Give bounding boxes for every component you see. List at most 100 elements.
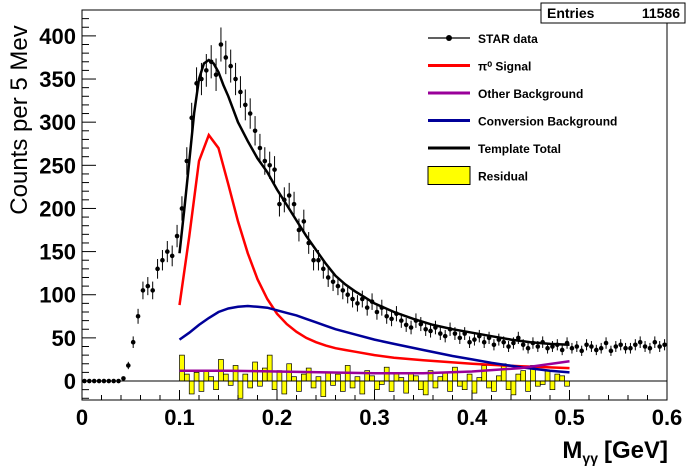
residual-bar (422, 380, 429, 396)
data-point (233, 76, 238, 82)
data-point (457, 335, 463, 341)
residual-bar (374, 380, 380, 390)
y-tick-label: 400 (39, 24, 76, 49)
legend-marker (446, 35, 452, 41)
residual-bar (320, 380, 327, 397)
residual-bar (354, 376, 361, 382)
data-point (208, 59, 214, 65)
residual-bar (452, 366, 458, 382)
residual-bar (461, 380, 468, 390)
residual-bar (184, 373, 190, 382)
residual-bar (266, 354, 273, 382)
data-point (96, 378, 102, 384)
data-point (633, 342, 638, 348)
data-point (516, 335, 521, 341)
data-point (428, 328, 433, 334)
residual-bar (369, 375, 375, 382)
data-point (652, 339, 658, 345)
residual-bar (301, 373, 307, 382)
residual-bar (232, 365, 239, 382)
data-point (360, 296, 365, 302)
residual-bar (349, 380, 356, 389)
residual-bar (271, 380, 278, 390)
residual-bar (539, 380, 546, 385)
data-point (111, 378, 116, 384)
data-point (608, 348, 614, 354)
residual-bar (203, 370, 210, 382)
data-point (252, 128, 258, 134)
data-point (657, 344, 662, 349)
x-tick-label: 0.5 (554, 405, 585, 430)
residual-bar (525, 380, 531, 392)
y-tick-label: 250 (39, 153, 76, 178)
legend-item: Template Total (428, 142, 561, 156)
data-point (550, 344, 555, 349)
data-point (481, 339, 487, 345)
residual-bar (237, 380, 244, 399)
data-point (130, 339, 136, 345)
residual-bar (535, 380, 541, 387)
data-point (247, 111, 253, 116)
residual-bar (491, 380, 497, 392)
data-point (384, 314, 389, 319)
data-point (257, 145, 263, 151)
residual-bar (296, 380, 302, 392)
data-point (311, 257, 316, 263)
residual-bar (305, 367, 312, 382)
residual-bar (242, 373, 249, 382)
legend-label: STAR data (478, 32, 538, 46)
legend-label: π⁰ Signal (478, 60, 531, 74)
data-point (642, 344, 648, 349)
residual-bar (330, 380, 336, 386)
series-line--signal (178, 132, 570, 370)
data-point (174, 233, 180, 239)
x-axis-title-subscript: γγ (582, 450, 598, 466)
data-point (228, 63, 233, 69)
data-point (418, 321, 424, 327)
residual-bar (418, 380, 424, 390)
data-point (491, 342, 497, 348)
data-point (140, 288, 146, 293)
residual-bar (549, 380, 556, 390)
data-point (296, 227, 302, 233)
data-point (145, 283, 151, 289)
data-point (199, 76, 204, 82)
data-point (559, 347, 565, 353)
residual-bar (291, 376, 297, 382)
x-tick-label: 0 (76, 405, 88, 430)
legend-item: Other Background (428, 87, 583, 101)
residual-bar (559, 375, 565, 382)
data-point (598, 345, 604, 351)
legend: STAR data π⁰ Signal Other Background Conver… (427, 32, 617, 185)
residual-bar (476, 377, 483, 382)
data-point (564, 340, 570, 346)
data-point (213, 72, 219, 78)
residual-bar (471, 380, 478, 394)
data-point (306, 240, 311, 246)
x-axis-title-unit: [GeV] (604, 437, 668, 464)
data-point (272, 167, 277, 172)
residual-bar (198, 380, 205, 392)
data-point (350, 296, 355, 302)
data-point (628, 345, 633, 351)
residual-bar (227, 380, 234, 386)
residual-bar (223, 373, 229, 382)
stats-box: Entries 11586 (540, 2, 686, 24)
data-point (618, 342, 623, 348)
data-point (301, 219, 307, 224)
data-point (106, 378, 112, 384)
residual-bar (437, 376, 444, 382)
data-point (238, 89, 243, 95)
residual-bar (281, 380, 288, 395)
data-point (369, 299, 375, 304)
legend-label: Conversion Background (478, 115, 617, 129)
stats-label: Entries (547, 5, 595, 21)
data-point (286, 193, 292, 198)
data-point (569, 345, 575, 351)
data-point (389, 316, 394, 322)
data-point (243, 102, 248, 108)
star-data-points (82, 27, 667, 384)
data-point (126, 363, 131, 368)
